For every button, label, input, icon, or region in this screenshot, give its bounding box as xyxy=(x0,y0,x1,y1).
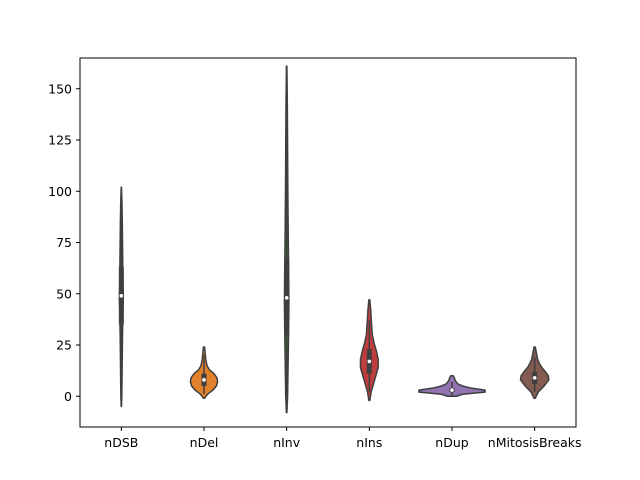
violins-layer xyxy=(118,65,550,414)
plot-frame xyxy=(79,57,577,428)
violin-median-dot xyxy=(450,388,454,392)
y-tick-label: 100 xyxy=(48,184,72,199)
violin-median-dot xyxy=(119,294,124,298)
y-tick-label: 25 xyxy=(56,338,72,353)
violin-median-dot xyxy=(202,378,206,382)
x-tick-label: nIns xyxy=(356,435,382,450)
violin-nDel xyxy=(189,346,219,400)
violin-median-dot xyxy=(367,359,372,364)
violin-nIns xyxy=(359,299,379,402)
x-tick-label: nDel xyxy=(190,435,219,450)
violin-median-dot xyxy=(284,296,289,300)
x-tick-label: nMitosisBreaks xyxy=(488,435,582,450)
x-tick-label: nDSB xyxy=(104,435,138,450)
y-tick-label: 50 xyxy=(56,286,72,301)
y-axis: 0 25 50 75 100 125 150 xyxy=(48,81,80,404)
y-tick-label: 125 xyxy=(48,133,72,148)
violin-nInv xyxy=(283,65,290,414)
y-tick-label: 75 xyxy=(56,235,72,250)
x-tick-label: nInv xyxy=(273,435,301,450)
violin-nDSB xyxy=(118,186,124,408)
violin-nMitosisBreaks xyxy=(519,346,550,400)
plot-background xyxy=(80,58,576,427)
y-tick-label: 0 xyxy=(64,389,72,404)
x-tick-label: nDup xyxy=(435,435,468,450)
violin-median-dot xyxy=(532,376,537,380)
y-tick-label: 150 xyxy=(48,81,72,96)
violin-nDup xyxy=(418,375,486,397)
x-axis: nDSB nDel nInv nIns nDup nMitosisBreaks xyxy=(104,427,582,450)
